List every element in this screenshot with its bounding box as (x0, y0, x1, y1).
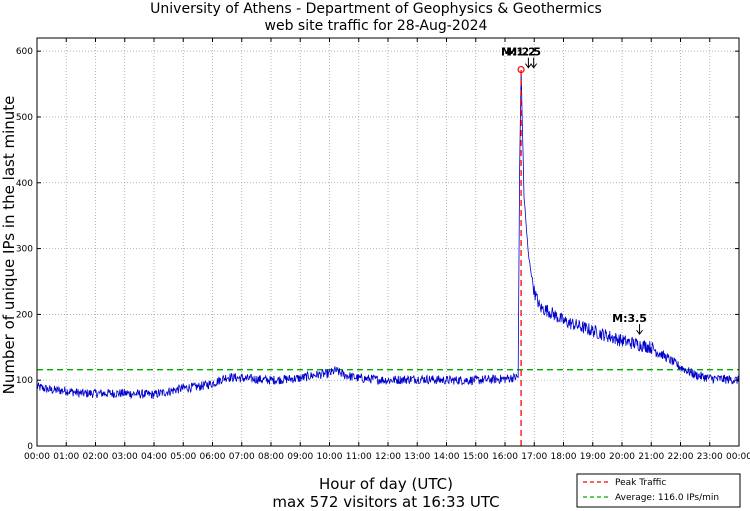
x-tick-label: 08:00 (258, 452, 284, 462)
annotation-arrowhead (530, 63, 538, 69)
chart-subtitle: web site traffic for 28-Aug-2024 (265, 18, 488, 34)
x-tick-label: 22:00 (668, 452, 694, 462)
y-tick-label: 400 (16, 179, 33, 189)
x-tick-label: 16:00 (492, 452, 518, 462)
x-tick-label: 02:00 (83, 452, 109, 462)
x-tick-label: 21:00 (638, 452, 664, 462)
axis-ticks: 00:00 01:00 02:00 03:00 04:00 05:00 06:00 07:00… (16, 38, 750, 462)
annotation-arrowhead (636, 329, 643, 335)
y-tick-label: 200 (16, 310, 33, 320)
annotations: M:1.2M:2.5 M:3.5 (501, 46, 647, 335)
x-tick-label: 00:00 (24, 452, 50, 462)
chart-title: University of Athens - Department of Geo… (150, 1, 602, 17)
y-tick-label: 0 (27, 442, 33, 452)
x-tick-label: 11:00 (346, 452, 372, 462)
legend-box (576, 473, 741, 508)
x-tick-label: 20:00 (609, 452, 635, 462)
legend-peak-label: Peak Traffic (615, 478, 666, 488)
x-tick-label: 05:00 (170, 452, 196, 462)
x-tick-label: 06:00 (200, 452, 226, 462)
x-tick-label: 15:00 (463, 452, 489, 462)
x-tick-label: 17:00 (521, 452, 547, 462)
peak-marker (517, 65, 525, 446)
y-tick-label: 500 (16, 113, 33, 123)
x-axis-sublabel: max 572 visitors at 16:33 UTC (272, 493, 499, 511)
annotation-arrowhead (525, 63, 532, 69)
series-line-visitors (36, 71, 740, 400)
series-group (36, 71, 740, 400)
annotation-label: M:3.5 (612, 312, 647, 325)
x-tick-label: 03:00 (112, 452, 138, 462)
y-tick-label: 600 (16, 47, 33, 57)
x-tick-label: 13:00 (404, 452, 430, 462)
x-tick-label: 14:00 (434, 452, 460, 462)
y-tick-label: 300 (16, 245, 33, 255)
x-tick-label: 01:00 (53, 452, 79, 462)
legend-average-label: Average: 116.0 IPs/min (615, 493, 719, 503)
x-tick-label: 18:00 (551, 452, 577, 462)
y-axis-label: Number of unique IPs in the last minute (0, 96, 18, 395)
x-tick-label: 19:00 (580, 452, 606, 462)
x-tick-label: 07:00 (229, 452, 255, 462)
x-tick-label: 12:00 (375, 452, 401, 462)
x-tick-label: 04:00 (141, 452, 167, 462)
x-tick-label: 09:00 (287, 452, 313, 462)
y-tick-label: 100 (16, 376, 33, 386)
annotation-label: M:2.5 (506, 46, 541, 59)
x-axis-label: Hour of day (UTC) (319, 475, 453, 493)
x-tick-label: 10:00 (317, 452, 343, 462)
x-tick-label: 00:00 (726, 452, 750, 462)
x-tick-label: 23:00 (697, 452, 723, 462)
peak-point (517, 65, 525, 74)
legend: Peak Traffic Average: 116.0 IPs/min (576, 473, 741, 508)
annotation-label: M:1.2 (501, 46, 536, 59)
